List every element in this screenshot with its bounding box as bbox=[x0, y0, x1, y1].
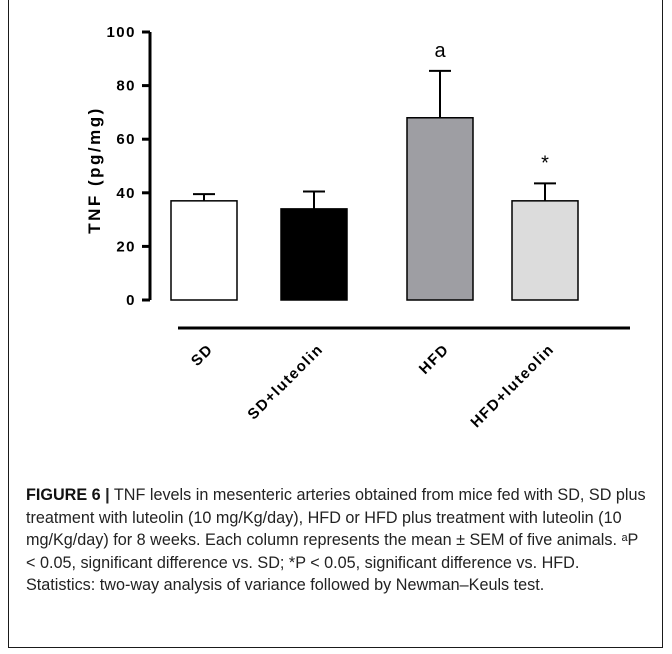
bar bbox=[406, 117, 474, 301]
y-tick-label: 20 bbox=[116, 238, 136, 255]
y-tick-label: 80 bbox=[116, 78, 136, 95]
y-tick-label: 60 bbox=[116, 131, 136, 148]
figure-caption: FIGURE 6 | TNF levels in mesenteric arte… bbox=[26, 484, 646, 597]
x-category-label: HFD+luteolin bbox=[467, 341, 557, 431]
y-tick-label: 100 bbox=[106, 24, 136, 41]
bars: a* bbox=[170, 40, 579, 301]
x-category-label: HFD bbox=[416, 341, 453, 378]
y-tick-label: 0 bbox=[126, 292, 136, 309]
caption-separator: | bbox=[105, 486, 110, 504]
x-axis: SD SD+luteolin HFD HFD+luteolin bbox=[178, 326, 630, 431]
y-tick-label: 40 bbox=[116, 185, 136, 202]
figure-frame bbox=[8, 0, 663, 648]
bar bbox=[280, 208, 348, 301]
y-axis-label: TNF (pg/mg) bbox=[85, 106, 104, 234]
x-category-label: SD bbox=[188, 341, 217, 370]
figure-label: FIGURE 6 bbox=[26, 486, 101, 504]
bar bbox=[511, 200, 579, 301]
bar-annotation: a bbox=[434, 40, 446, 62]
bar bbox=[170, 200, 238, 301]
y-axis: 0 20 40 60 80 100 bbox=[106, 24, 152, 309]
caption-text: TNF levels in mesenteric arteries obtain… bbox=[26, 486, 646, 594]
x-category-label: SD+luteolin bbox=[244, 341, 326, 423]
bar-annotation: * bbox=[541, 152, 549, 174]
